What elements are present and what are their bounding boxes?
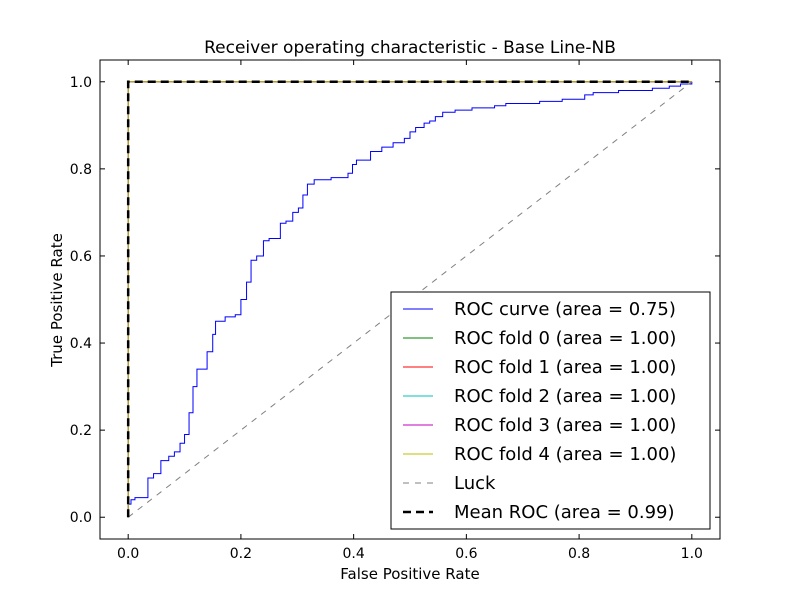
legend-label-mean-roc-area-0-99: Mean ROC (area = 0.99) bbox=[454, 502, 675, 523]
legend-label-roc-fold-2-area-1-00: ROC fold 2 (area = 1.00) bbox=[454, 386, 676, 407]
series-line-mean-roc-area-0-99 bbox=[126, 80, 692, 518]
legend-label-roc-fold-1-area-1-00: ROC fold 1 (area = 1.00) bbox=[454, 357, 676, 378]
x-tick-label: 0.8 bbox=[568, 546, 590, 562]
series-line-luck bbox=[127, 81, 693, 518]
y-tick-label: 0.2 bbox=[70, 423, 92, 439]
y-axis-label: True Positive Rate bbox=[48, 233, 66, 368]
legend-label-roc-curve-area-0-75: ROC curve (area = 0.75) bbox=[454, 299, 676, 320]
x-tick-label: 0.6 bbox=[455, 546, 477, 562]
legend-label-roc-fold-4-area-1-00: ROC fold 4 (area = 1.00) bbox=[454, 444, 676, 465]
legend-label-luck: Luck bbox=[454, 473, 496, 494]
chart-title: Receiver operating characteristic - Base… bbox=[204, 38, 616, 58]
legend: ROC curve (area = 0.75) ROC fold 0 (area … bbox=[390, 291, 711, 530]
plot-frame bbox=[99, 59, 721, 540]
x-tick-label: 1.0 bbox=[681, 546, 703, 562]
plot-area bbox=[126, 80, 693, 518]
x-tick-label: 0.0 bbox=[117, 546, 139, 562]
x-tick-label: 0.4 bbox=[343, 546, 365, 562]
y-tick-label: 0.0 bbox=[70, 510, 92, 526]
legend-label-roc-fold-0-area-1-00: ROC fold 0 (area = 1.00) bbox=[454, 328, 676, 349]
legend-box bbox=[390, 291, 711, 530]
series-line-roc-curve-area-0-75 bbox=[127, 81, 693, 518]
legend-label-roc-fold-3-area-1-00: ROC fold 3 (area = 1.00) bbox=[454, 415, 676, 436]
x-axis-label: False Positive Rate bbox=[340, 565, 479, 583]
axis-ticks: 0.0 0.2 0.4 0.6 0.8 1.0 0.0 0.2 0.4 0.6 0.8 1.0 bbox=[70, 60, 720, 562]
y-tick-label: 1.0 bbox=[70, 75, 92, 91]
y-tick-label: 0.6 bbox=[70, 249, 92, 265]
y-tick-label: 0.4 bbox=[70, 336, 92, 352]
y-tick-label: 0.8 bbox=[70, 162, 92, 178]
x-tick-label: 0.2 bbox=[230, 546, 252, 562]
